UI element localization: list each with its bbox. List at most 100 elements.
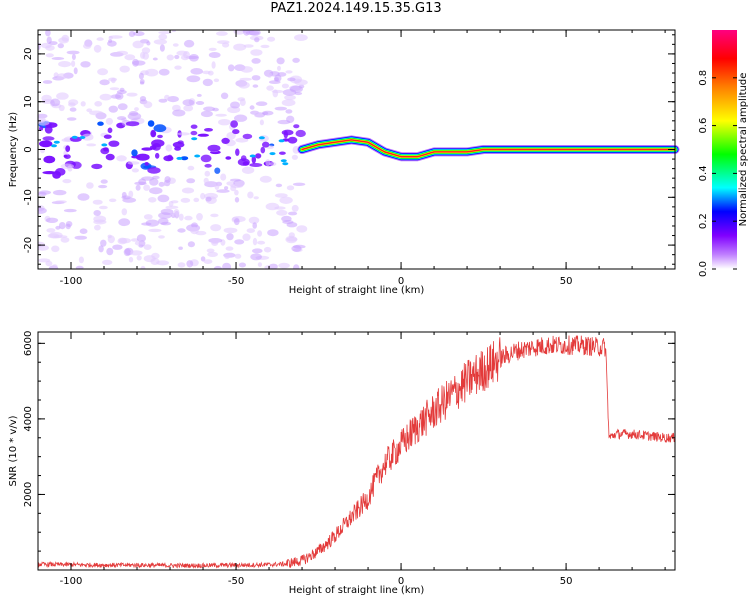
colorbar-tick-label: 0.6 [698,118,709,134]
noise-blob [156,260,170,266]
noise-blob [227,64,235,72]
noise-blob [39,126,44,131]
noise-blob [274,193,288,198]
y-axis-label: Frequency (Hz) [8,112,19,188]
noise-blob [238,262,246,268]
noise-blob [200,154,212,163]
noise-blob [134,107,139,112]
noise-blob [100,179,108,184]
noise-blob [216,189,230,193]
noise-blob [143,101,153,109]
noise-blob [291,154,298,160]
noise-blob [56,73,68,80]
noise-blob [183,39,195,48]
noise-blob [253,196,259,200]
noise-blob [51,245,60,253]
noise-blob [144,162,149,166]
noise-blob [92,199,103,205]
noise-blob [250,253,262,261]
noise-blob [153,39,168,45]
noise-blob [225,246,234,251]
noise-blob [73,67,78,75]
noise-blob [203,177,209,184]
noise-blob [97,121,104,126]
noise-blob [207,251,219,257]
noise-blob [71,54,76,60]
noise-blob [150,129,156,138]
noise-blob [279,151,286,155]
noise-blob [63,154,68,158]
y-tick-label: -20 [23,237,34,253]
noise-blob [226,233,234,241]
noise-blob [221,137,230,144]
noise-blob [200,110,213,118]
colorbar-tick-label: 0.0 [698,261,709,277]
noise-blob [55,200,67,204]
noise-blob [153,124,167,133]
y-tick-label: 4000 [23,406,34,431]
noise-blob [157,134,163,139]
noise-blob [249,163,263,167]
noise-blob [203,259,213,264]
noise-blob [111,77,116,84]
noise-blob [145,68,159,77]
noise-blob [174,54,180,60]
noise-blob [93,210,101,216]
noise-blob [294,34,308,41]
noise-blob [172,43,179,47]
noise-blob [39,140,53,148]
noise-blob [45,53,54,58]
noise-blob [279,196,293,204]
snr-series [38,335,675,569]
noise-blob [234,189,239,196]
noise-blob [126,92,138,97]
noise-blob [187,241,195,248]
noise-blob [93,219,107,225]
noise-blob [151,139,165,147]
noise-blob [281,83,289,89]
noise-peak [101,143,108,147]
noise-blob [62,179,72,184]
noise-blob [265,159,271,167]
snr-frame [37,331,676,571]
noise-blob [105,117,113,125]
colorbar-label: Normalized spectral amplitude [738,73,749,227]
noise-blob [220,92,229,100]
noise-blob [286,185,295,191]
noise-blob [214,183,220,190]
y-axis-label: SNR (10 * v/v) [8,415,19,486]
noise-blob [143,184,151,191]
figure-title: PAZ1.2024.149.15.35.G13 [270,1,442,16]
noise-blob [171,30,176,33]
noise-blob [259,119,264,126]
x-tick-label: 50 [560,576,573,587]
noise-blob [187,165,195,171]
noise-blob [291,245,302,252]
noise-blob [61,34,70,42]
noise-blob [131,149,138,157]
noise-blob [157,194,170,203]
noise-blob [80,101,86,107]
noise-blob [65,221,73,227]
noise-blob [99,205,108,210]
noise-blob [58,104,65,112]
y-tick-label: 10 [23,95,34,108]
noise-blob [132,40,144,49]
noise-blob [230,120,239,128]
noise-blob [40,148,45,154]
noise-blob [204,128,213,132]
noise-blob [278,262,290,269]
noise-blob [220,173,227,181]
noise-blob [166,54,174,61]
x-tick-label: 0 [398,276,404,287]
noise-blob [158,235,165,239]
noise-blob [165,144,173,152]
noise-blob [50,98,61,107]
noise-blob [254,37,260,43]
noise-blob [224,254,230,260]
noise-blob [262,141,270,148]
noise-blob [205,196,212,202]
noise-blob [42,80,53,84]
noise-blob [63,208,77,213]
